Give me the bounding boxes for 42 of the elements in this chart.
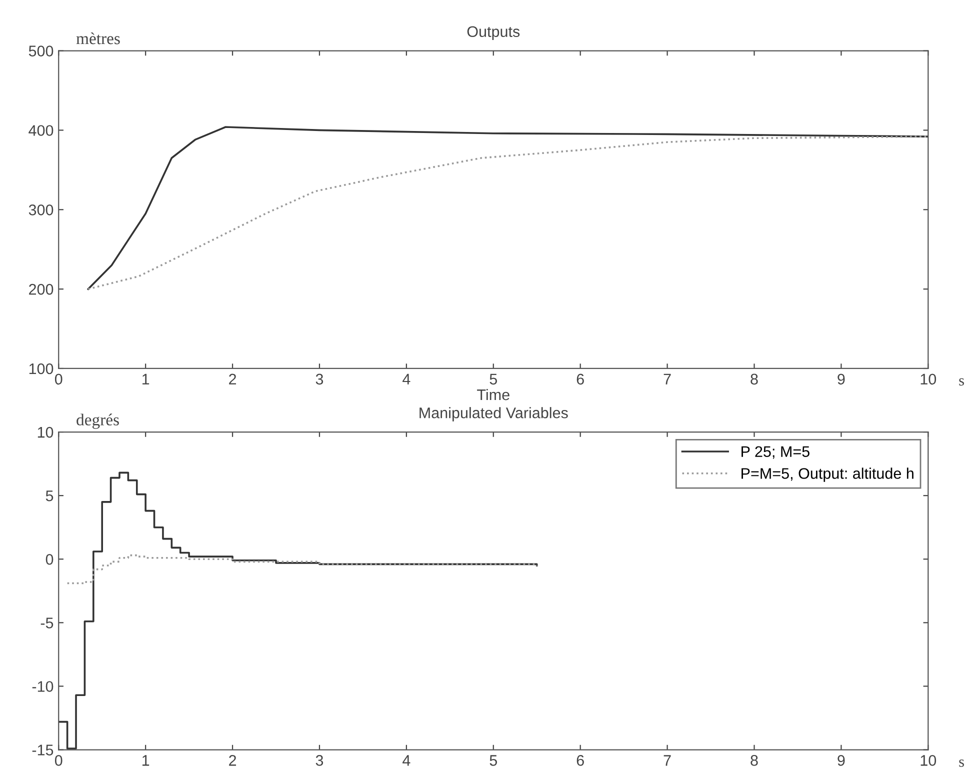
x-tick-label: 1 — [142, 374, 150, 384]
x-tick-label: 2 — [229, 374, 236, 384]
chart-title: Manipulated Variables — [420, 407, 568, 422]
y-tick-label: -5 — [40, 618, 54, 628]
x-tick-label: 5 — [490, 374, 497, 385]
x-tick-label: 4 — [402, 374, 410, 384]
y-tick-label: -15 — [32, 744, 54, 756]
x-axis-title: Time — [477, 388, 510, 400]
y-tick-label: 0 — [46, 554, 54, 565]
x-tick-label: 6 — [576, 755, 584, 766]
chart-title: Outputs — [467, 26, 520, 40]
x-tick-label: 10 — [920, 755, 936, 766]
x-tick-label: 7 — [664, 755, 671, 766]
y-tick-label: 400 — [28, 125, 54, 136]
y-tick-label: -10 — [32, 681, 54, 692]
x-tick-label: 2 — [229, 755, 236, 766]
x-tick-label: 0 — [54, 374, 62, 385]
text: s — [959, 378, 964, 386]
x-tick-label: 3 — [316, 374, 324, 385]
x-tick-label: 8 — [750, 755, 758, 766]
y-axis-title: mètres — [76, 32, 120, 44]
x-tick-label: 9 — [838, 374, 845, 385]
legend-label: P 25; M=5 — [742, 446, 810, 459]
y-tick-label: 300 — [28, 204, 54, 216]
x-tick-label: 5 — [490, 755, 497, 766]
x-tick-label: 8 — [750, 374, 758, 385]
x-tick-label: 9 — [838, 755, 845, 766]
y-tick-label: 100 — [29, 363, 54, 374]
x-tick-label: 0 — [54, 755, 62, 766]
y-tick-label: 10 — [38, 426, 54, 438]
x-tick-label: 4 — [402, 755, 410, 766]
x-tick-label: 10 — [920, 374, 936, 385]
x-tick-label: 1 — [142, 755, 150, 766]
x-tick-label: 3 — [316, 755, 324, 766]
y-tick-label: 500 — [28, 46, 54, 56]
y-axis-title: degrés — [76, 414, 119, 429]
legend-label: P=M=5, Output: altitude h — [742, 468, 914, 482]
y-tick-label: 5 — [46, 490, 54, 502]
y-tick-label: 200 — [29, 284, 54, 295]
x-tick-label: 7 — [664, 374, 671, 384]
text: s — [959, 760, 964, 767]
x-tick-label: 6 — [576, 374, 584, 385]
